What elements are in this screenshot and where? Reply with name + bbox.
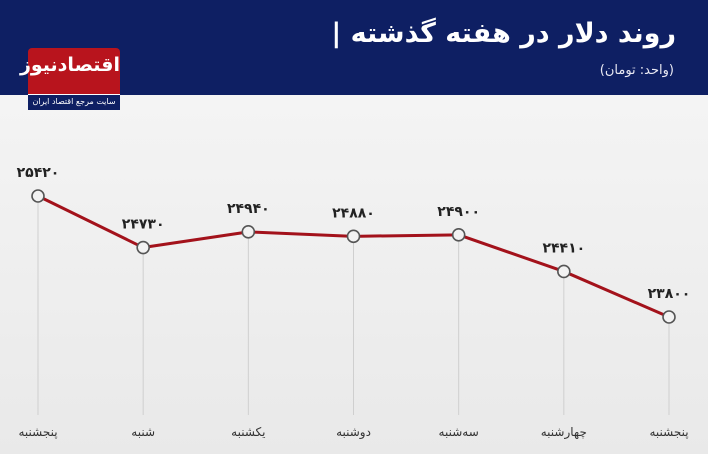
x-tick-label: شنبه (131, 425, 155, 439)
data-label: ۲۴۴۱۰ (542, 240, 585, 256)
x-tick-label: چهارشنبه (541, 425, 587, 440)
data-labels: ۲۵۴۲۰ ۲۴۷۳۰ ۲۴۹۴۰ ۲۴۸۸۰ ۲۴۹۰۰ ۲۴۴۱۰ ۲۳۸۰۰ (17, 165, 691, 302)
data-label: ۲۴۷۳۰ (122, 217, 165, 233)
unit-label: (واحد: تومان) (599, 63, 674, 78)
brand-tagline: سایت مرجع اقتصاد ایران (28, 94, 120, 110)
data-point (31, 189, 45, 203)
data-label: ۲۵۴۲۰ (17, 165, 60, 181)
data-point (662, 310, 676, 324)
data-label: ۲۴۹۴۰ (227, 201, 270, 217)
x-tick-label: یکشنبه (231, 425, 265, 439)
drop-lines (37, 196, 670, 415)
data-point (136, 240, 150, 255)
data-label: ۲۴۹۰۰ (437, 204, 480, 220)
x-tick-label: پنجشنبه (18, 425, 57, 439)
x-tick-label: دوشنبه (336, 425, 371, 440)
brand-logo: اقتصادنیوز (19, 48, 120, 94)
data-label: ۲۳۸۰۰ (648, 286, 691, 302)
data-point (241, 225, 256, 239)
data-point (557, 264, 571, 279)
x-tick-labels: پنجشنبه شنبه یکشنبه دوشنبه سه‌شنبه چهارشنبه پن… (18, 425, 688, 440)
data-points (31, 189, 676, 324)
x-tick-label: پنجشنبه (649, 425, 688, 439)
x-tick-label: سه‌شنبه (439, 425, 479, 439)
data-point (451, 228, 466, 242)
data-point (346, 229, 361, 244)
data-label: ۲۴۸۸۰ (332, 205, 375, 221)
brand-name: اقتصادنیوز (19, 54, 120, 76)
chart-title: روند دلار در هفته گذشته | (331, 18, 676, 49)
